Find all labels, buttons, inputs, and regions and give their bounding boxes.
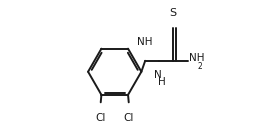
Text: Cl: Cl — [95, 113, 106, 123]
Text: NH: NH — [137, 37, 153, 47]
Text: H: H — [158, 76, 166, 87]
Text: NH: NH — [189, 53, 204, 63]
Text: 2: 2 — [197, 62, 202, 71]
Text: S: S — [169, 8, 176, 18]
Text: N: N — [154, 70, 162, 80]
Text: Cl: Cl — [123, 113, 134, 123]
